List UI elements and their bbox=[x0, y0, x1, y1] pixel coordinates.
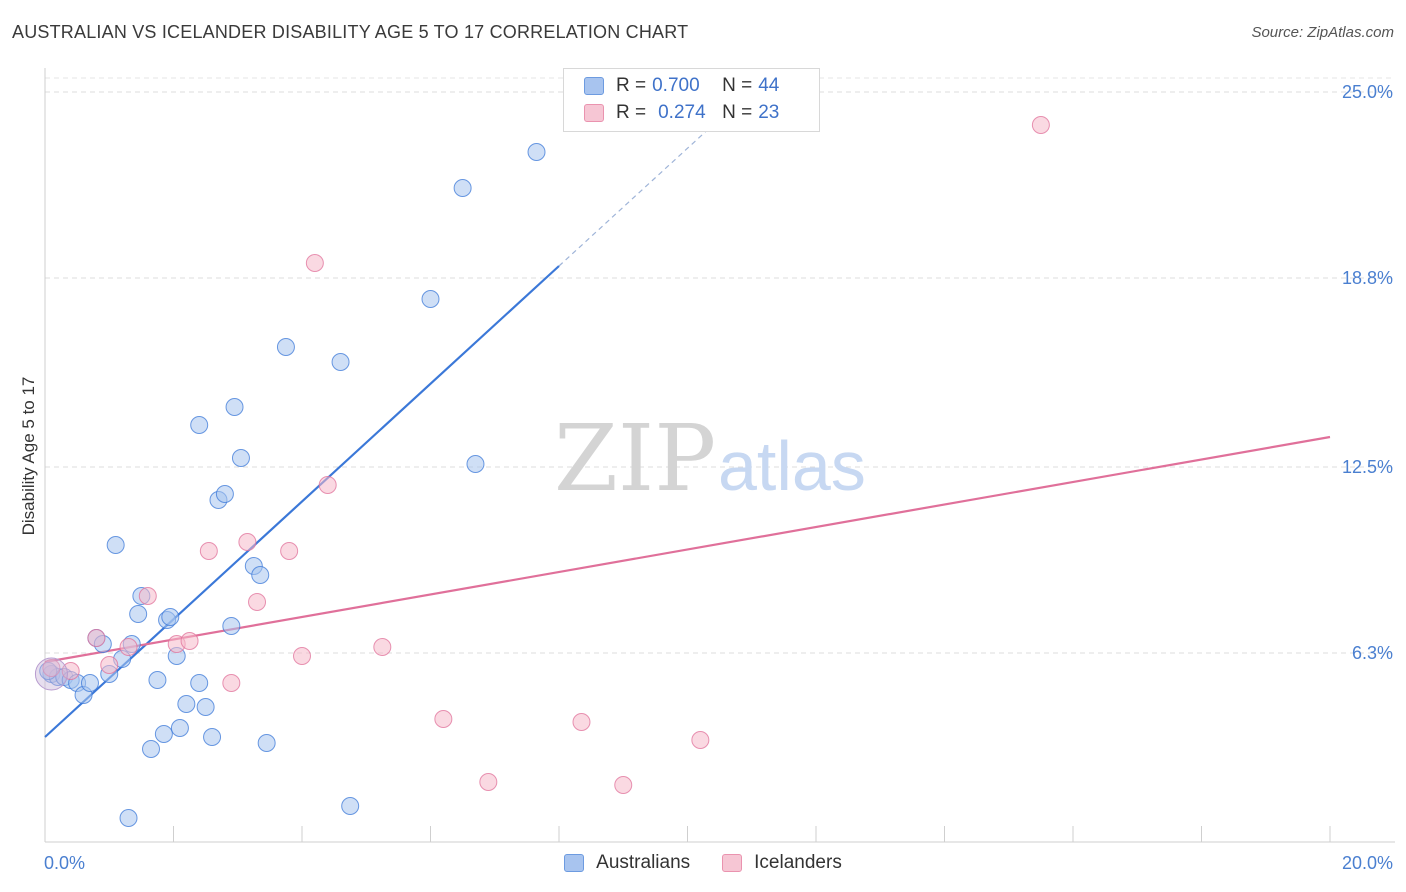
legend-n-value: 44 bbox=[758, 75, 780, 96]
data-points bbox=[34, 116, 1050, 827]
point-icelanders bbox=[119, 638, 138, 656]
point-icelanders bbox=[100, 656, 119, 674]
bottom-legend-label: Australians bbox=[596, 852, 691, 873]
legend-r-label: R = bbox=[616, 75, 647, 96]
tick-labels: 6.3% 12.5% 18.8% 25.0% 0.0% 20.0% bbox=[44, 82, 1393, 873]
bottom-swatch-australians bbox=[564, 854, 585, 872]
point-icelanders bbox=[222, 674, 241, 692]
y-tick-label: 6.3% bbox=[1352, 643, 1393, 663]
point-icelanders bbox=[479, 773, 498, 791]
bottom-legend: Australians Icelanders bbox=[0, 852, 1406, 874]
point-icelanders bbox=[238, 533, 257, 551]
point-australians bbox=[177, 695, 196, 713]
point-icelanders bbox=[691, 731, 710, 749]
bottom-legend-icelanders: Icelanders bbox=[722, 852, 842, 874]
point-icelanders bbox=[614, 776, 633, 794]
bottom-legend-australians: Australians bbox=[564, 852, 690, 874]
point-australians bbox=[421, 290, 440, 308]
point-icelanders bbox=[248, 593, 267, 611]
point-australians bbox=[331, 353, 350, 371]
point-australians bbox=[80, 674, 99, 692]
legend-n-label: N = bbox=[722, 75, 753, 96]
point-icelanders bbox=[138, 587, 157, 605]
point-australians bbox=[161, 608, 180, 626]
point-australians bbox=[225, 398, 244, 416]
point-icelanders bbox=[87, 629, 106, 647]
point-icelanders bbox=[434, 710, 453, 728]
point-australians bbox=[453, 179, 472, 197]
point-australians bbox=[222, 617, 241, 635]
y-tick-label: 12.5% bbox=[1342, 457, 1393, 477]
point-australians bbox=[203, 728, 222, 746]
legend-n-label: N = bbox=[722, 102, 753, 123]
legend-swatch-icelanders bbox=[584, 104, 604, 122]
point-australians bbox=[142, 740, 161, 758]
y-axis-label: Disability Age 5 to 17 bbox=[19, 377, 38, 536]
legend-r-value: 0.274 bbox=[658, 102, 706, 123]
point-icelanders bbox=[293, 647, 311, 665]
point-australians bbox=[231, 449, 250, 467]
point-icelanders bbox=[180, 632, 199, 650]
point-australians bbox=[190, 416, 209, 434]
axes bbox=[44, 68, 1395, 843]
legend: R = 0.700 N = 44 R = 0.274 N = 23 bbox=[563, 68, 820, 132]
point-icelanders bbox=[305, 254, 324, 272]
point-australians bbox=[276, 338, 295, 356]
point-australians bbox=[190, 674, 209, 692]
point-australians bbox=[154, 725, 173, 743]
point-australians bbox=[341, 797, 360, 815]
legend-row-icelanders: R = 0.274 N = 23 bbox=[584, 100, 779, 126]
point-icelanders bbox=[318, 476, 337, 494]
point-australians bbox=[257, 734, 276, 752]
point-australians bbox=[251, 566, 270, 584]
point-icelanders bbox=[42, 659, 61, 677]
legend-r-label: R = bbox=[616, 102, 647, 123]
point-icelanders bbox=[199, 542, 218, 560]
watermark-zip: ZIP bbox=[554, 405, 716, 512]
legend-swatch-australians bbox=[584, 77, 604, 95]
x-tick-label: 0.0% bbox=[44, 853, 85, 873]
legend-n-value: 23 bbox=[758, 102, 780, 123]
bottom-legend-label: Icelanders bbox=[754, 852, 842, 873]
point-australians bbox=[527, 143, 546, 161]
point-australians bbox=[148, 671, 167, 689]
point-cluster bbox=[34, 657, 68, 691]
point-australians bbox=[170, 719, 189, 737]
point-australians bbox=[466, 455, 485, 473]
trend-line-icelanders bbox=[44, 435, 1331, 664]
point-australians bbox=[196, 698, 215, 716]
source-label: Source: ZipAtlas.com bbox=[1251, 24, 1394, 41]
x-tick-label: 20.0% bbox=[1342, 853, 1393, 873]
point-icelanders bbox=[1031, 116, 1050, 134]
bottom-swatch-icelanders bbox=[722, 854, 743, 872]
y-tick-label: 25.0% bbox=[1342, 82, 1393, 102]
watermark-atlas: atlas bbox=[718, 427, 866, 505]
point-icelanders bbox=[280, 542, 299, 560]
point-australians bbox=[129, 605, 148, 623]
y-tick-label: 18.8% bbox=[1342, 268, 1393, 288]
point-icelanders bbox=[373, 638, 392, 656]
point-australians bbox=[119, 809, 138, 827]
chart-title: AUSTRALIAN VS ICELANDER DISABILITY AGE 5… bbox=[12, 22, 689, 42]
point-icelanders bbox=[572, 713, 591, 731]
point-australians bbox=[106, 536, 125, 554]
point-icelanders bbox=[61, 662, 80, 680]
trend-extension-australians bbox=[558, 106, 733, 267]
watermark: ZIP atlas bbox=[554, 405, 866, 512]
legend-r-value: 0.700 bbox=[652, 75, 700, 96]
point-australians bbox=[215, 485, 234, 503]
legend-row-australians: R = 0.700 N = 44 bbox=[584, 73, 779, 99]
